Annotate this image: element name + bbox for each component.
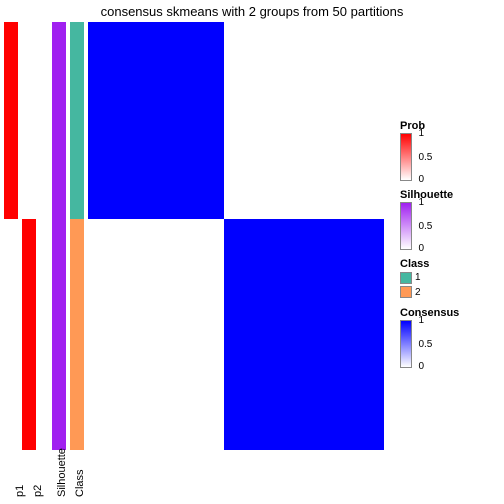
legend-class-swatch xyxy=(400,286,412,298)
xlabel-class: Class xyxy=(74,469,78,497)
plot-title: consensus skmeans with 2 groups from 50 … xyxy=(0,0,504,21)
heatmap-block xyxy=(88,22,224,219)
legend-consensus-ticks: 1 0.5 0 xyxy=(418,320,442,368)
legend-consensus-title: Consensus xyxy=(400,307,500,319)
legend-class-label: 1 xyxy=(415,272,421,283)
xlabel-silhouette: Silhouette xyxy=(56,448,60,497)
legend-silhouette: Silhouette 1 0.5 0 xyxy=(400,189,500,250)
legend-prob-ticks: 1 0.5 0 xyxy=(418,133,442,181)
annot-class-seg xyxy=(70,22,84,219)
legend-consensus: Consensus 1 0.5 0 xyxy=(400,307,500,368)
legends-panel: Prob 1 0.5 0 Silhouette 1 0.5 0 Class 1 2… xyxy=(400,120,500,376)
annotation-labels: p1 p2 Silhouette Class xyxy=(4,453,80,501)
legend-silhouette-title: Silhouette xyxy=(400,189,500,201)
annot-class xyxy=(70,22,84,450)
legend-class-item: 1 xyxy=(400,271,500,284)
consensus-heatmap xyxy=(88,22,384,450)
legend-class-title: Class xyxy=(400,258,500,270)
annot-silhouette-seg xyxy=(52,22,66,450)
annotation-columns xyxy=(4,22,84,450)
annot-p1-seg xyxy=(4,22,18,219)
legend-class: Class 1 2 xyxy=(400,258,500,299)
main-plot-area xyxy=(4,22,384,450)
legend-prob-title: Prob xyxy=(400,120,500,132)
xlabel-p2: p2 xyxy=(32,485,36,497)
legend-prob-gradient xyxy=(400,133,412,181)
annot-silhouette xyxy=(52,22,66,450)
legend-silhouette-ticks: 1 0.5 0 xyxy=(418,202,442,250)
annot-p2-seg xyxy=(22,219,36,450)
legend-prob: Prob 1 0.5 0 xyxy=(400,120,500,181)
heatmap-block xyxy=(224,219,384,450)
legend-class-item: 2 xyxy=(400,285,500,298)
xlabel-p1: p1 xyxy=(14,485,18,497)
legend-class-swatch xyxy=(400,272,412,284)
annot-p1-seg xyxy=(4,219,18,450)
legend-silhouette-gradient xyxy=(400,202,412,250)
annot-class-seg xyxy=(70,219,84,450)
legend-consensus-gradient xyxy=(400,320,412,368)
annot-p2-seg xyxy=(22,22,36,219)
legend-class-label: 2 xyxy=(415,287,421,298)
annot-p1 xyxy=(4,22,18,450)
annot-p2 xyxy=(22,22,36,450)
